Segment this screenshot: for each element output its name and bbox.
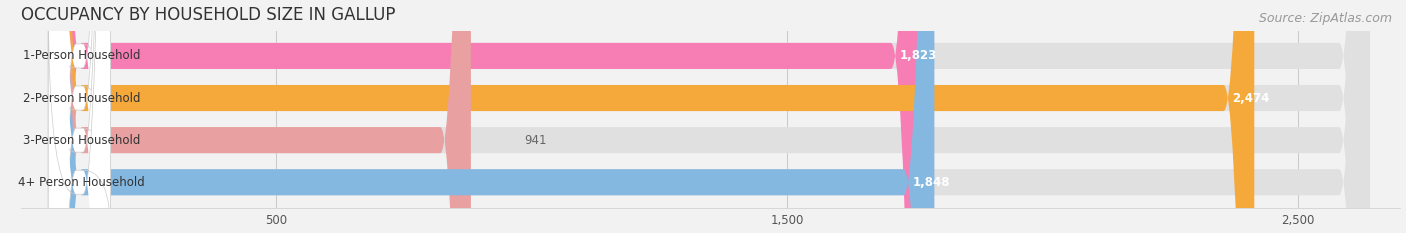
FancyBboxPatch shape <box>52 0 1369 233</box>
Text: 1-Person Household: 1-Person Household <box>22 49 141 62</box>
FancyBboxPatch shape <box>48 0 111 233</box>
Text: 1,823: 1,823 <box>900 49 936 62</box>
Text: 3-Person Household: 3-Person Household <box>22 134 141 147</box>
FancyBboxPatch shape <box>52 0 471 233</box>
FancyBboxPatch shape <box>48 0 111 233</box>
FancyBboxPatch shape <box>52 0 921 233</box>
Text: 4+ Person Household: 4+ Person Household <box>18 176 145 189</box>
Text: OCCUPANCY BY HOUSEHOLD SIZE IN GALLUP: OCCUPANCY BY HOUSEHOLD SIZE IN GALLUP <box>21 6 395 24</box>
Text: 2,474: 2,474 <box>1232 92 1270 105</box>
Text: Source: ZipAtlas.com: Source: ZipAtlas.com <box>1258 12 1392 25</box>
FancyBboxPatch shape <box>48 0 111 233</box>
FancyBboxPatch shape <box>52 0 935 233</box>
FancyBboxPatch shape <box>52 0 1369 233</box>
FancyBboxPatch shape <box>52 0 1254 233</box>
FancyBboxPatch shape <box>52 0 1369 233</box>
FancyBboxPatch shape <box>52 0 1369 233</box>
Text: 1,848: 1,848 <box>912 176 949 189</box>
Text: 941: 941 <box>524 134 547 147</box>
FancyBboxPatch shape <box>48 0 111 233</box>
Text: 2-Person Household: 2-Person Household <box>22 92 141 105</box>
